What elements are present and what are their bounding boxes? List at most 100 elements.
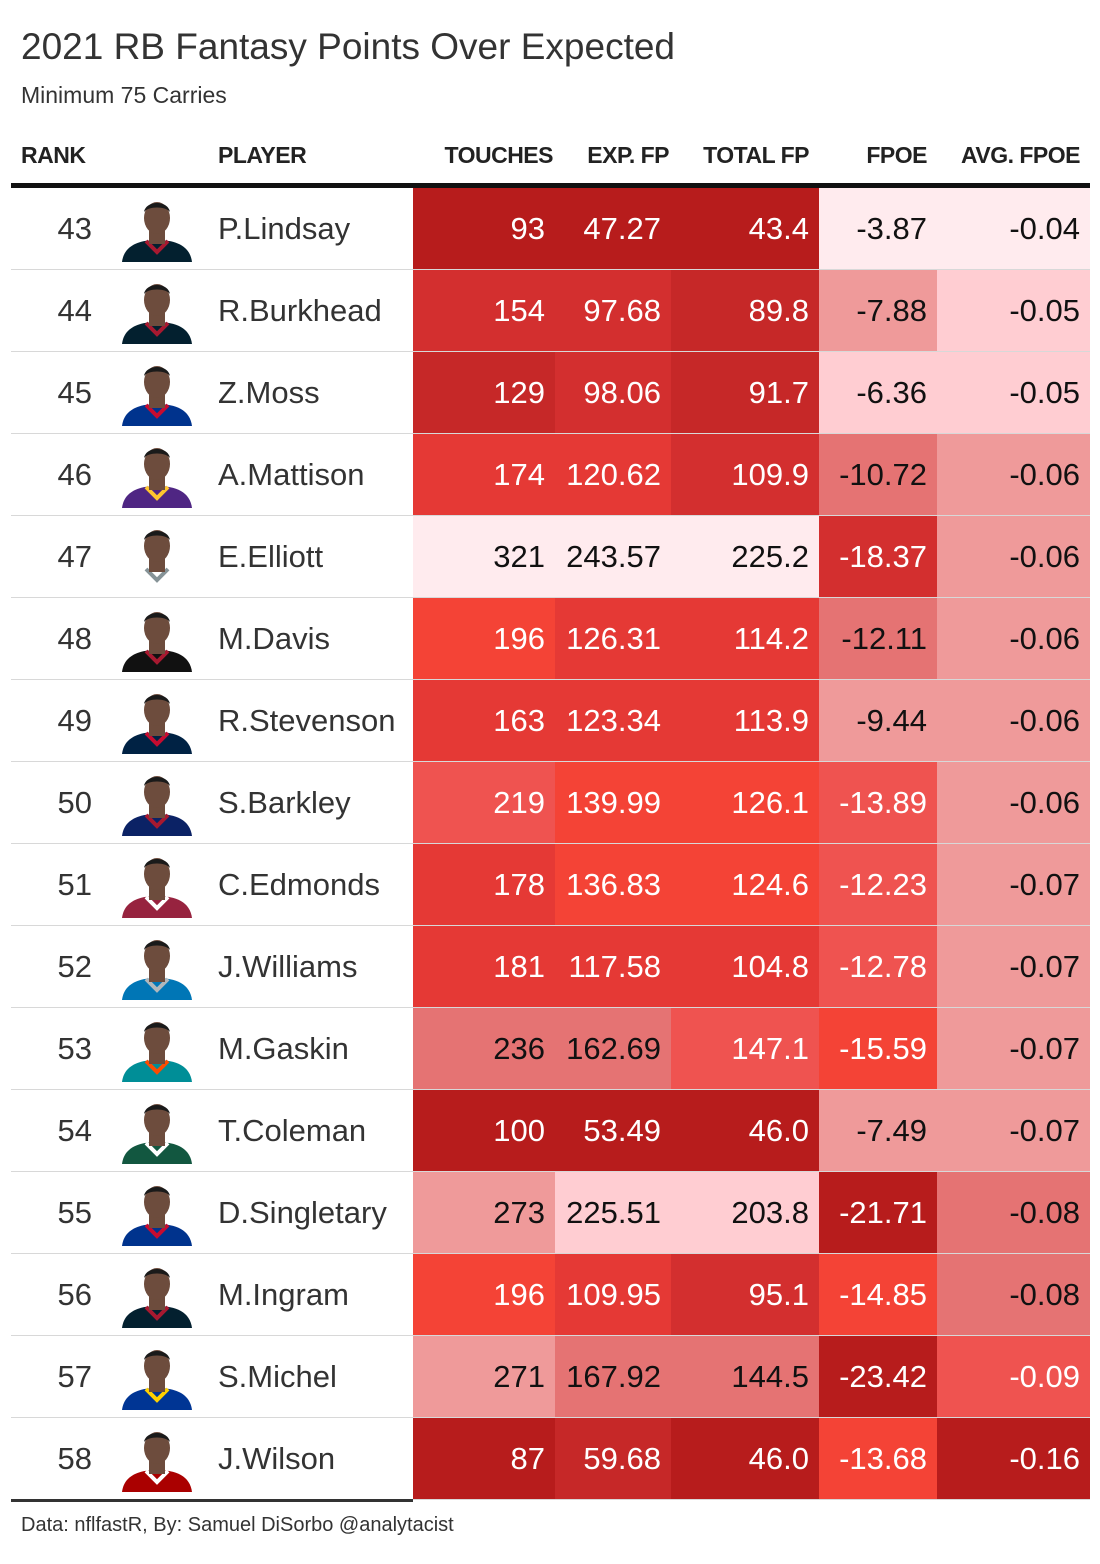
- header-exp-fp: EXP. FP: [587, 142, 669, 168]
- rank-cell: 43: [57, 211, 92, 246]
- total-fp-cell: 46.0: [671, 1090, 819, 1171]
- fpoe-cell: -7.88: [819, 270, 937, 351]
- total-fp-cell: 203.8: [671, 1172, 819, 1253]
- table-row: 47 E.Elliott 321 243.57 225.2 -18.37 -0.06: [11, 516, 1090, 598]
- exp-fp-cell: 97.68: [555, 270, 671, 351]
- row-divider: [11, 1007, 1090, 1008]
- rank-cell: 51: [57, 867, 92, 902]
- table-row: 45 Z.Moss 129 98.06 91.7 -6.36 -0.05: [11, 352, 1090, 434]
- rank-cell: 53: [57, 1031, 92, 1066]
- exp-fp-cell: 162.69: [555, 1008, 671, 1089]
- table-row: 58 J.Wilson 87 59.68 46.0 -13.68 -0.16: [11, 1418, 1090, 1500]
- fpoe-cell: -13.89: [819, 762, 937, 843]
- header-total-fp: TOTAL FP: [703, 142, 809, 168]
- fpoe-cell: -18.37: [819, 516, 937, 597]
- player-headshot-icon: [122, 1186, 192, 1246]
- row-divider: [11, 1417, 1090, 1418]
- exp-fp-cell: 109.95: [555, 1254, 671, 1335]
- avg-fpoe-cell: -0.04: [937, 188, 1090, 269]
- rank-cell: 55: [57, 1195, 92, 1230]
- avg-fpoe-cell: -0.05: [937, 352, 1090, 433]
- fpoe-cell: -15.59: [819, 1008, 937, 1089]
- touches-cell: 174: [413, 434, 555, 515]
- touches-cell: 163: [413, 680, 555, 761]
- rank-cell: 45: [57, 375, 92, 410]
- exp-fp-cell: 47.27: [555, 188, 671, 269]
- rank-cell: 49: [57, 703, 92, 738]
- total-fp-cell: 104.8: [671, 926, 819, 1007]
- avg-fpoe-cell: -0.07: [937, 1008, 1090, 1089]
- player-headshot-icon: [122, 530, 192, 590]
- player-name-cell: T.Coleman: [218, 1113, 367, 1148]
- row-divider: [11, 843, 1090, 844]
- chart-caption: Data: nflfastR, By: Samuel DiSorbo @anal…: [21, 1514, 454, 1536]
- player-name-cell: R.Stevenson: [218, 703, 396, 738]
- player-name-cell: E.Elliott: [218, 539, 324, 574]
- touches-cell: 273: [413, 1172, 555, 1253]
- fpoe-cell: -6.36: [819, 352, 937, 433]
- row-divider: [11, 1171, 1090, 1172]
- player-headshot-icon: [122, 1022, 192, 1082]
- touches-cell: 321: [413, 516, 555, 597]
- exp-fp-cell: 98.06: [555, 352, 671, 433]
- total-fp-cell: 147.1: [671, 1008, 819, 1089]
- touches-cell: 129: [413, 352, 555, 433]
- player-headshot-icon: [122, 940, 192, 1000]
- rank-cell: 57: [57, 1359, 92, 1394]
- total-fp-cell: 126.1: [671, 762, 819, 843]
- rank-cell: 52: [57, 949, 92, 984]
- table-row: 44 R.Burkhead 154 97.68 89.8 -7.88 -0.05: [11, 270, 1090, 352]
- avg-fpoe-cell: -0.05: [937, 270, 1090, 351]
- header-fpoe: FPOE: [866, 142, 927, 168]
- total-fp-cell: 43.4: [671, 188, 819, 269]
- header-player: PLAYER: [218, 142, 307, 168]
- total-fp-cell: 225.2: [671, 516, 819, 597]
- touches-cell: 93: [413, 188, 555, 269]
- player-headshot-icon: [122, 1432, 192, 1492]
- fpoe-cell: -13.68: [819, 1418, 937, 1499]
- chart-subtitle: Minimum 75 Carries: [21, 82, 227, 108]
- table-row: 57 S.Michel 271 167.92 144.5 -23.42 -0.09: [11, 1336, 1090, 1418]
- table-row: 52 J.Williams 181 117.58 104.8 -12.78 -0.07: [11, 926, 1090, 1008]
- avg-fpoe-cell: -0.16: [937, 1418, 1090, 1499]
- player-name-cell: C.Edmonds: [218, 867, 380, 902]
- table-bottom-rule: [11, 1499, 413, 1502]
- touches-cell: 236: [413, 1008, 555, 1089]
- table-row: 53 M.Gaskin 236 162.69 147.1 -15.59 -0.07: [11, 1008, 1090, 1090]
- table-header: RANK PLAYER TOUCHES EXP. FP TOTAL FP FPO…: [11, 138, 1090, 182]
- table-row: 55 D.Singletary 273 225.51 203.8 -21.71 -0.08: [11, 1172, 1090, 1254]
- exp-fp-cell: 243.57: [555, 516, 671, 597]
- player-headshot-icon: [122, 1268, 192, 1328]
- player-name-cell: A.Mattison: [218, 457, 365, 492]
- exp-fp-cell: 225.51: [555, 1172, 671, 1253]
- total-fp-cell: 109.9: [671, 434, 819, 515]
- avg-fpoe-cell: -0.07: [937, 844, 1090, 925]
- rank-cell: 46: [57, 457, 92, 492]
- fpoe-cell: -12.11: [819, 598, 937, 679]
- exp-fp-cell: 123.34: [555, 680, 671, 761]
- row-divider: [11, 1253, 1090, 1254]
- avg-fpoe-cell: -0.08: [937, 1172, 1090, 1253]
- player-headshot-icon: [122, 858, 192, 918]
- player-name-cell: P.Lindsay: [218, 211, 351, 246]
- fpoe-cell: -23.42: [819, 1336, 937, 1417]
- table-row: 48 M.Davis 196 126.31 114.2 -12.11 -0.06: [11, 598, 1090, 680]
- rank-cell: 44: [57, 293, 92, 328]
- player-headshot-icon: [122, 202, 192, 262]
- touches-cell: 196: [413, 598, 555, 679]
- avg-fpoe-cell: -0.06: [937, 762, 1090, 843]
- avg-fpoe-cell: -0.06: [937, 516, 1090, 597]
- rank-cell: 54: [57, 1113, 92, 1148]
- fpoe-cell: -21.71: [819, 1172, 937, 1253]
- row-divider: [11, 925, 1090, 926]
- fpoe-cell: -12.78: [819, 926, 937, 1007]
- touches-cell: 100: [413, 1090, 555, 1171]
- exp-fp-cell: 167.92: [555, 1336, 671, 1417]
- rank-cell: 58: [57, 1441, 92, 1476]
- table-row: 50 S.Barkley 219 139.99 126.1 -13.89 -0.06: [11, 762, 1090, 844]
- fpoe-cell: -7.49: [819, 1090, 937, 1171]
- avg-fpoe-cell: -0.08: [937, 1254, 1090, 1335]
- avg-fpoe-cell: -0.07: [937, 926, 1090, 1007]
- exp-fp-cell: 59.68: [555, 1418, 671, 1499]
- table-row: 56 M.Ingram 196 109.95 95.1 -14.85 -0.08: [11, 1254, 1090, 1336]
